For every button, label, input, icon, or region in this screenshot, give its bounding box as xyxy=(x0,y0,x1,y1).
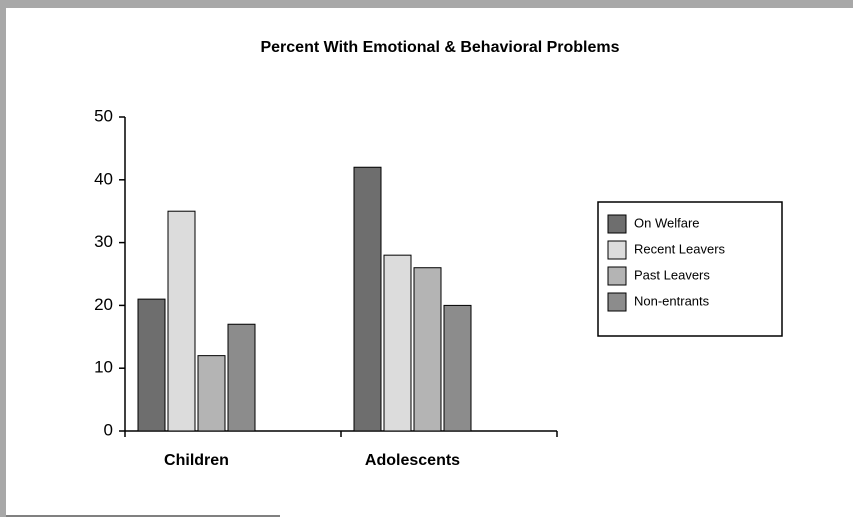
legend-label: Recent Leavers xyxy=(634,241,726,256)
legend-label: Past Leavers xyxy=(634,267,710,282)
legend-swatch xyxy=(607,292,627,312)
y-tick-label: 40 xyxy=(94,169,113,188)
x-tick-label: Adolescents xyxy=(365,452,460,469)
bar xyxy=(197,355,226,432)
bar xyxy=(167,210,196,432)
bar xyxy=(227,323,256,432)
legend-label: On Welfare xyxy=(634,215,700,230)
y-tick-label: 50 xyxy=(94,106,113,125)
frame-left xyxy=(0,0,6,517)
y-tick-label: 0 xyxy=(104,420,113,439)
chart-title: Percent With Emotional & Behavioral Prob… xyxy=(260,39,619,56)
bar xyxy=(137,298,166,432)
legend-swatch xyxy=(607,214,627,234)
y-tick-label: 20 xyxy=(94,295,113,314)
bar xyxy=(383,254,412,432)
frame-top xyxy=(0,0,853,8)
bar xyxy=(413,267,442,432)
legend-label: Non-entrants xyxy=(634,293,710,308)
legend-box xyxy=(597,201,783,337)
y-tick-label: 30 xyxy=(94,232,113,251)
legend-swatch xyxy=(607,266,627,286)
y-tick-label: 10 xyxy=(94,358,113,377)
x-tick-label: Children xyxy=(164,452,229,469)
bar xyxy=(353,166,382,432)
bar xyxy=(443,304,472,432)
legend-swatch xyxy=(607,240,627,260)
